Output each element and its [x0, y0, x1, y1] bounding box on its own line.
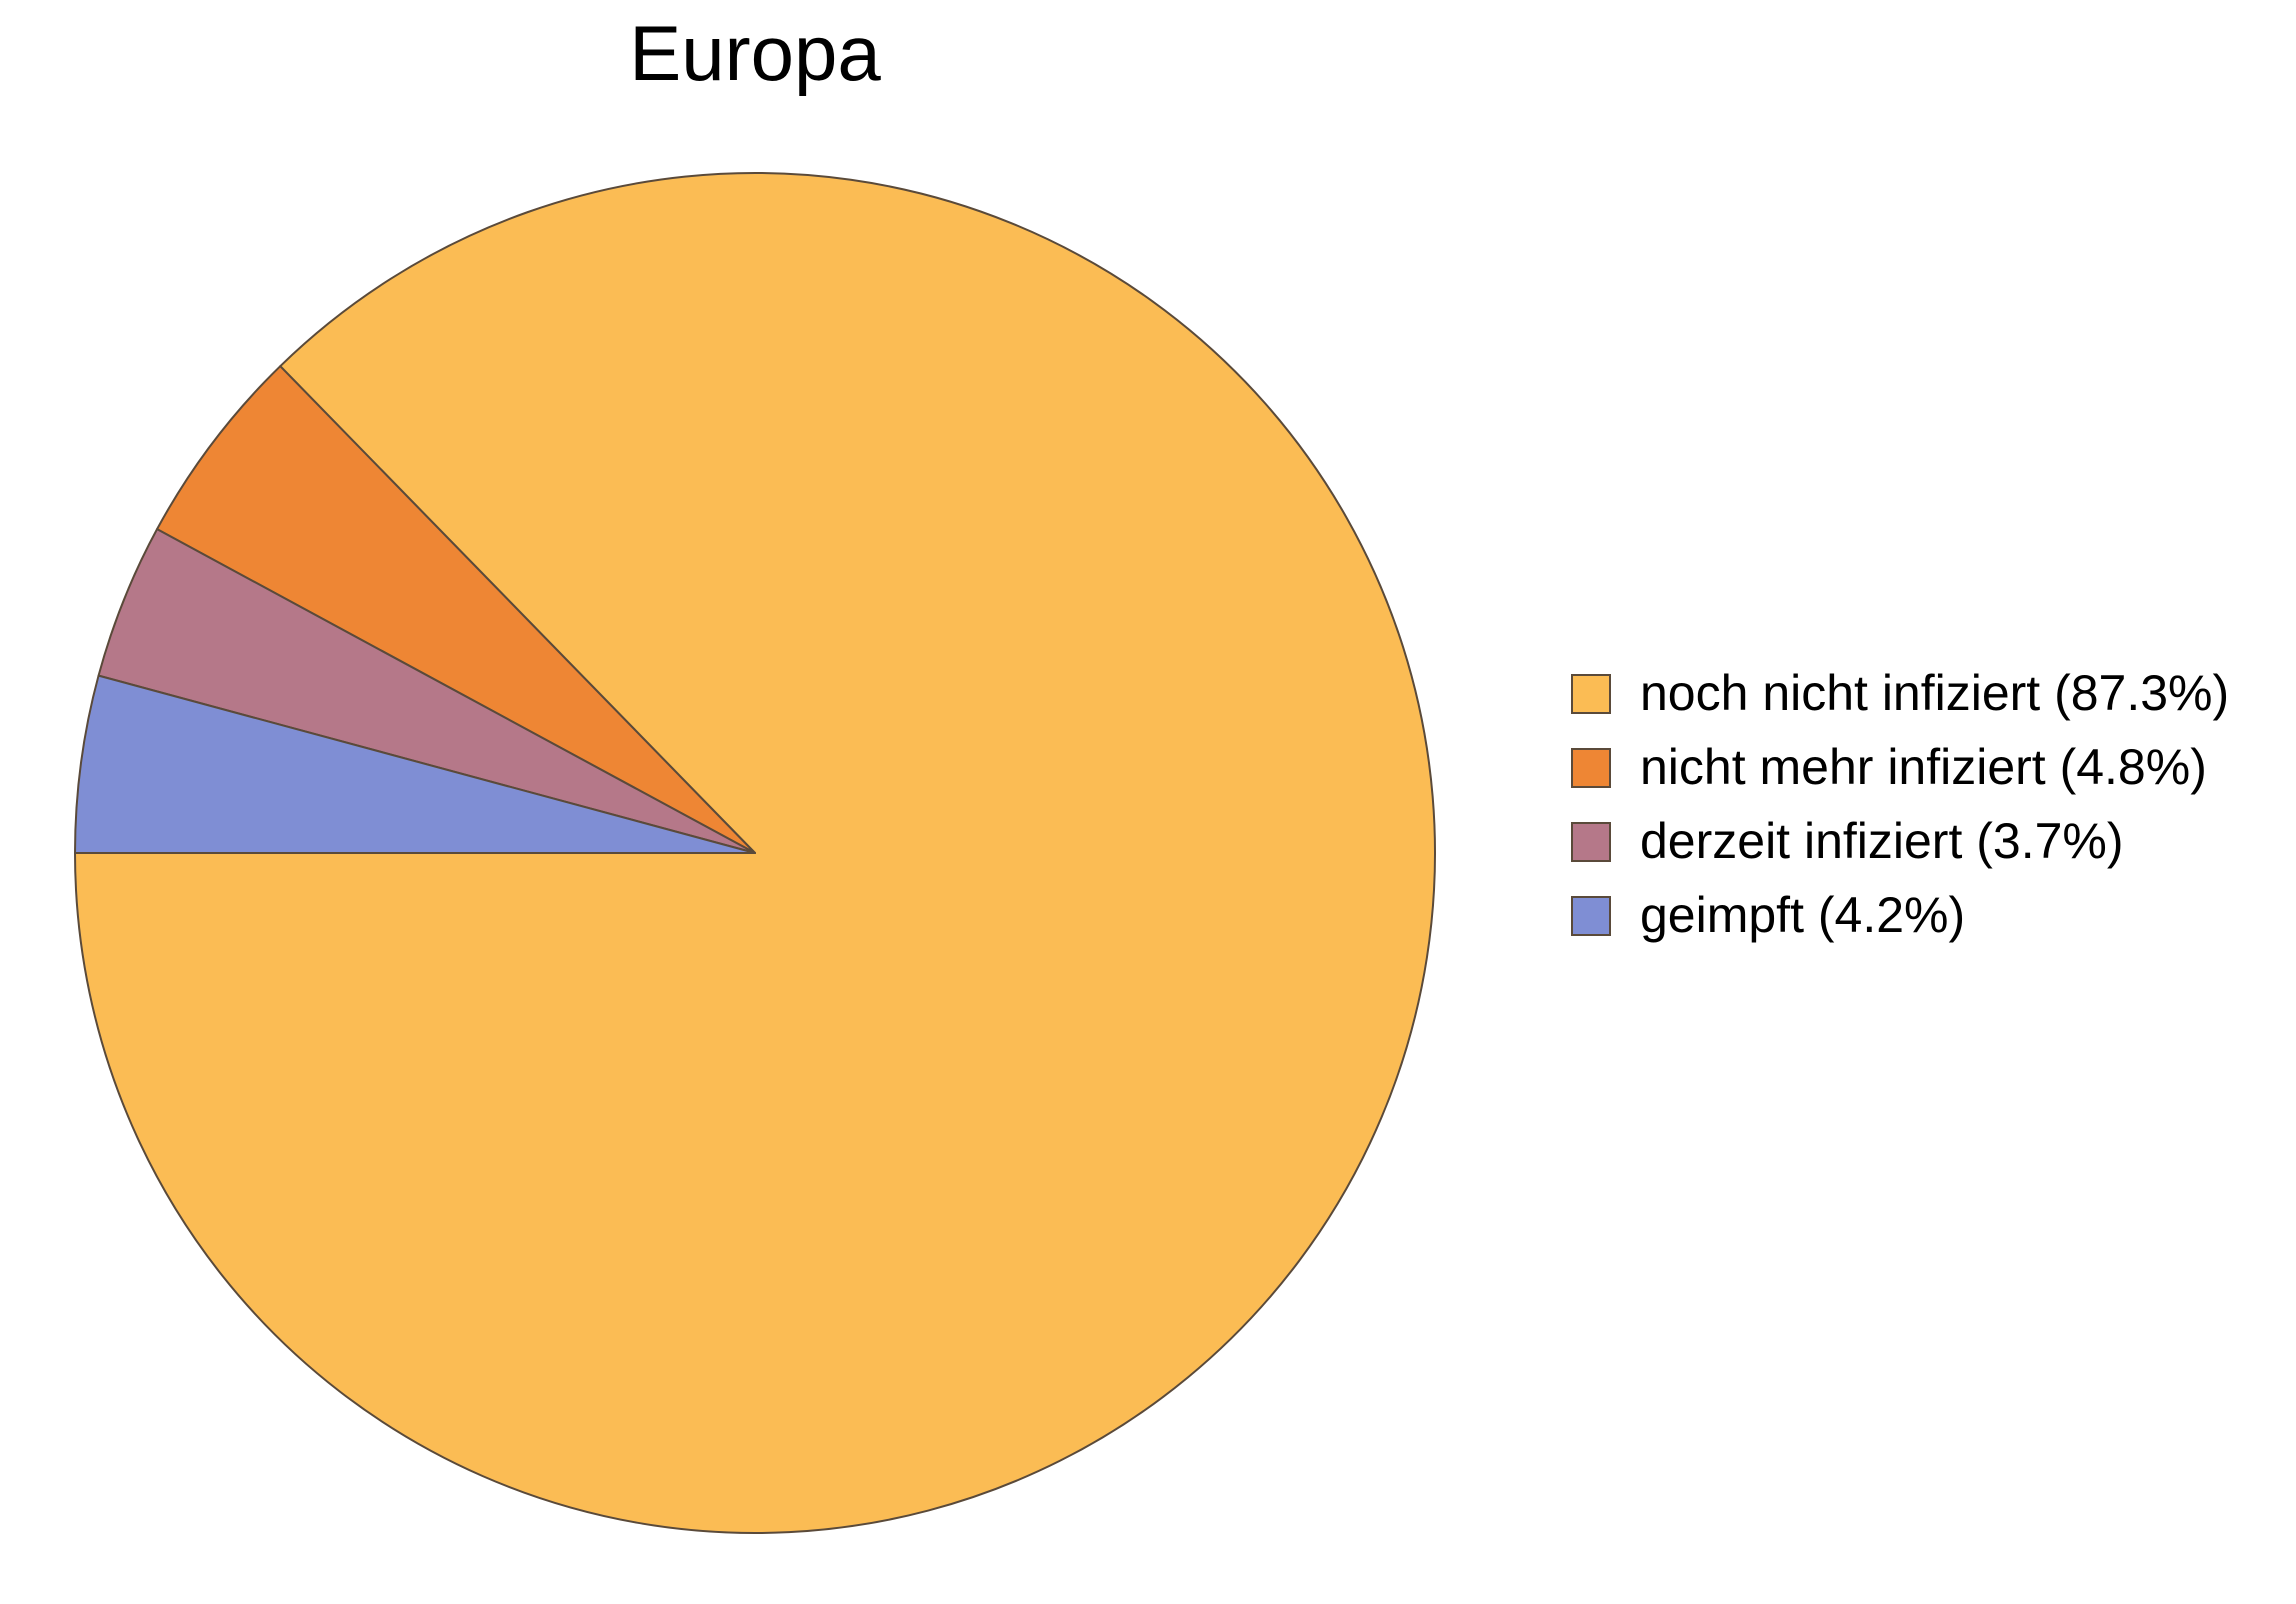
- chart-title: Europa: [629, 9, 881, 97]
- legend-swatch-1: [1571, 748, 1611, 788]
- pie-slice-3: [74, 674, 756, 854]
- legend-label-0: noch nicht infiziert (87.3%): [1640, 665, 2229, 721]
- pie-slices: [74, 172, 1436, 1534]
- legend-swatch-3: [1571, 896, 1611, 936]
- legend-label-2: derzeit infiziert (3.7%): [1640, 813, 2124, 869]
- legend-swatch-0: [1571, 674, 1611, 714]
- legend-label-1: nicht mehr infiziert (4.8%): [1640, 739, 2207, 795]
- legend: noch nicht infiziert (87.3%) nicht mehr i…: [1571, 665, 2229, 943]
- pie-slice-1: [156, 365, 756, 854]
- legend-swatch-2: [1571, 822, 1611, 862]
- pie-slice-0: [74, 172, 1436, 1534]
- legend-label-3: geimpft (4.2%): [1640, 887, 1965, 943]
